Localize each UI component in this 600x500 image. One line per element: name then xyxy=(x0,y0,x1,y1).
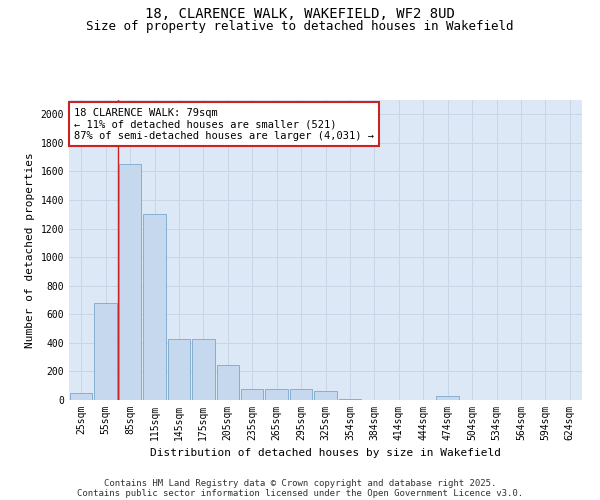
X-axis label: Distribution of detached houses by size in Wakefield: Distribution of detached houses by size … xyxy=(150,448,501,458)
Y-axis label: Number of detached properties: Number of detached properties xyxy=(25,152,35,348)
Text: Contains public sector information licensed under the Open Government Licence v3: Contains public sector information licen… xyxy=(77,488,523,498)
Text: 18 CLARENCE WALK: 79sqm
← 11% of detached houses are smaller (521)
87% of semi-d: 18 CLARENCE WALK: 79sqm ← 11% of detache… xyxy=(74,108,374,140)
Text: Size of property relative to detached houses in Wakefield: Size of property relative to detached ho… xyxy=(86,20,514,33)
Bar xyxy=(167,338,190,400)
Bar xyxy=(192,338,215,400)
Bar xyxy=(314,392,337,400)
Bar xyxy=(70,393,92,400)
Bar xyxy=(94,303,117,400)
Bar xyxy=(290,388,313,400)
Text: Contains HM Land Registry data © Crown copyright and database right 2025.: Contains HM Land Registry data © Crown c… xyxy=(104,478,496,488)
Bar xyxy=(436,396,459,400)
Bar xyxy=(217,365,239,400)
Bar xyxy=(119,164,142,400)
Bar xyxy=(241,388,263,400)
Bar xyxy=(265,388,288,400)
Text: 18, CLARENCE WALK, WAKEFIELD, WF2 8UD: 18, CLARENCE WALK, WAKEFIELD, WF2 8UD xyxy=(145,8,455,22)
Bar xyxy=(143,214,166,400)
